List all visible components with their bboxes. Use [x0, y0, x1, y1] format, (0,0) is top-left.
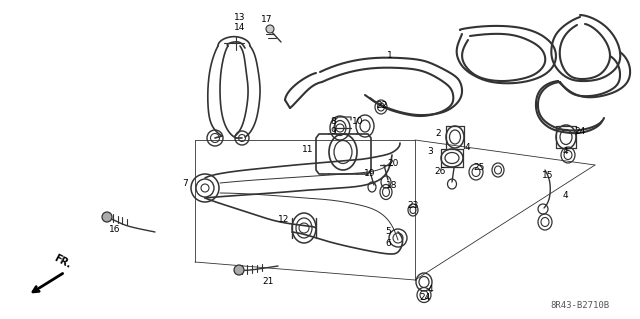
- Text: FR.: FR.: [52, 253, 72, 270]
- Text: 24: 24: [419, 293, 431, 302]
- Text: 11: 11: [302, 145, 314, 153]
- Text: 21: 21: [262, 277, 274, 286]
- Text: 19: 19: [364, 169, 376, 179]
- Circle shape: [102, 212, 112, 222]
- Text: 6: 6: [385, 239, 391, 248]
- Text: 17: 17: [261, 14, 273, 24]
- Text: 1: 1: [387, 50, 393, 60]
- Text: 9: 9: [330, 128, 336, 137]
- Text: 22: 22: [376, 101, 388, 110]
- Text: 12: 12: [278, 216, 290, 225]
- Text: 18: 18: [387, 181, 397, 189]
- Text: 4: 4: [562, 190, 568, 199]
- Text: 10: 10: [352, 117, 364, 127]
- Text: 4: 4: [562, 147, 568, 157]
- Text: 24: 24: [574, 128, 586, 137]
- Text: 23: 23: [407, 201, 419, 210]
- Text: 8R43-B2710B: 8R43-B2710B: [550, 300, 609, 309]
- Text: 2: 2: [435, 130, 441, 138]
- Text: 16: 16: [109, 226, 121, 234]
- Text: 3: 3: [427, 146, 433, 155]
- Text: 4: 4: [427, 286, 433, 294]
- Text: 5: 5: [385, 227, 391, 236]
- Text: 26: 26: [435, 167, 445, 176]
- Text: 4: 4: [464, 143, 470, 152]
- Text: 15: 15: [542, 172, 554, 181]
- Text: 7: 7: [182, 179, 188, 188]
- Circle shape: [234, 265, 244, 275]
- Text: 13: 13: [234, 13, 246, 23]
- Text: 20: 20: [387, 159, 399, 167]
- Text: 25: 25: [474, 164, 484, 173]
- Text: 14: 14: [234, 23, 246, 32]
- Circle shape: [266, 25, 274, 33]
- Text: 8: 8: [330, 116, 336, 125]
